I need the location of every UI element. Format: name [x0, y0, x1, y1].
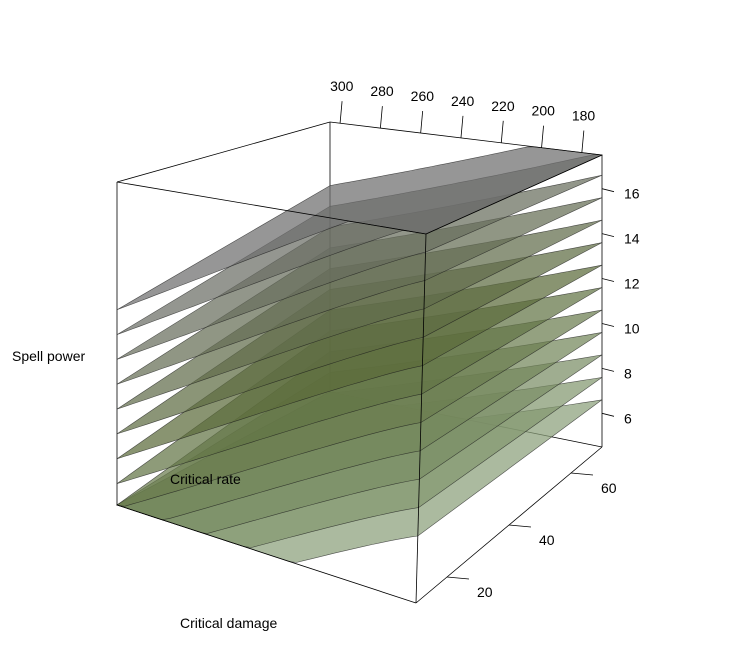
z-tick-mark — [601, 323, 615, 327]
x-tick-mark — [460, 115, 464, 138]
x-tick-label: 220 — [491, 98, 515, 114]
box-edge — [116, 181, 427, 235]
box-edge — [329, 121, 603, 156]
y-tick-mark — [446, 576, 470, 580]
z-tick-label: 10 — [624, 320, 640, 336]
box-edge — [116, 121, 331, 183]
y-tick-label: 20 — [477, 584, 493, 600]
x-tick-mark — [339, 101, 343, 124]
y-axis-label: Critical rate — [170, 471, 241, 487]
z-tick-mark — [601, 367, 615, 372]
x-tick-label: 300 — [330, 78, 354, 94]
x-tick-mark — [541, 125, 544, 148]
box-edge — [425, 154, 603, 235]
x-tick-label: 240 — [451, 93, 475, 109]
x-tick-label: 180 — [572, 108, 596, 124]
y-tick-mark — [508, 524, 532, 528]
x-tick-mark — [379, 106, 383, 129]
x-tick-label: 200 — [532, 103, 556, 119]
z-tick-mark — [601, 412, 615, 417]
ticks: 180 200 220 240 260 280 300 20 40 60 6 8 10 12 14 16 — [330, 78, 640, 600]
z-tick-mark — [601, 278, 615, 282]
x-tick-mark — [420, 110, 424, 134]
box-edge — [116, 504, 417, 604]
z-tick-label: 12 — [624, 276, 640, 292]
z-tick-label: 14 — [624, 231, 640, 247]
z-tick-mark — [601, 188, 615, 193]
y-tick-label: 40 — [539, 532, 555, 548]
z-tick-label: 16 — [624, 186, 640, 202]
x-tick-mark — [581, 130, 585, 153]
surfaces — [116, 146, 604, 563]
box-edge — [415, 233, 427, 604]
x-axis-label: Critical damage — [180, 615, 277, 631]
z-tick-label: 8 — [624, 365, 632, 381]
x-tick-mark — [500, 120, 504, 143]
x-tick-label: 260 — [411, 88, 435, 104]
x-tick-label: 280 — [370, 83, 394, 99]
y-tick-label: 60 — [601, 480, 617, 496]
y-tick-mark — [570, 472, 594, 476]
z-axis-label: Spell power — [12, 348, 85, 364]
z-tick-mark — [601, 233, 615, 238]
z-tick-label: 6 — [624, 410, 632, 426]
